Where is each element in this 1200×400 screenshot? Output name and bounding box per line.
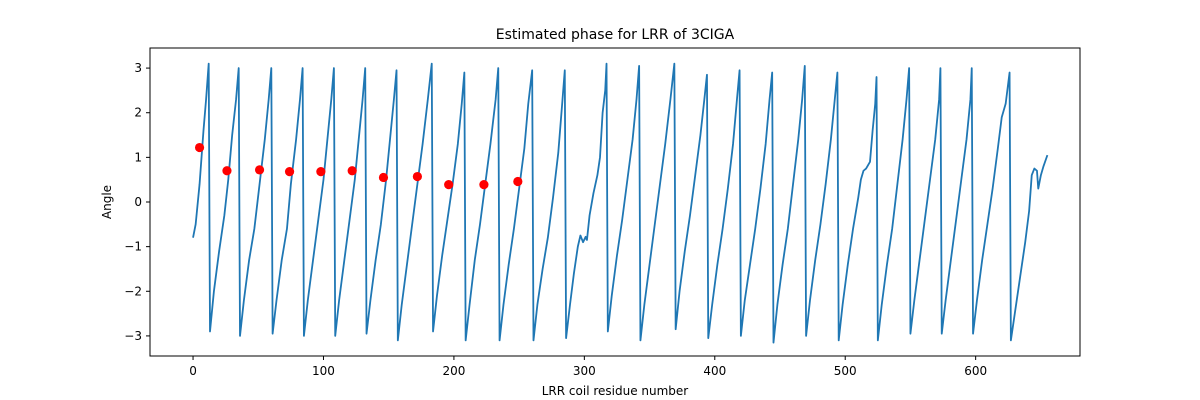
- phase-marker: [347, 166, 357, 176]
- x-tick-label: 400: [703, 364, 726, 378]
- y-axis-label: Angle: [100, 185, 114, 219]
- phase-marker: [479, 179, 489, 190]
- y-tick-label: 1: [134, 150, 142, 164]
- phase-marker: [412, 171, 422, 182]
- phase-marker: [444, 179, 454, 190]
- phase-marker: [513, 176, 523, 187]
- y-tick-label: −2: [124, 284, 142, 298]
- x-tick-label: 200: [442, 364, 465, 378]
- chart-title: Estimated phase for LRR of 3CIGA: [496, 27, 735, 43]
- x-axis-label: LRR coil residue number: [542, 384, 689, 398]
- x-axis: 0 100 200 300 400 500 600: [189, 356, 987, 378]
- phase-marker: [254, 165, 265, 175]
- phase-marker: [222, 166, 232, 176]
- x-tick-label: 300: [573, 364, 596, 378]
- y-tick-label: 3: [134, 61, 142, 75]
- y-tick-label: 2: [134, 106, 142, 120]
- plot-background: [150, 48, 1080, 356]
- phase-marker: [284, 167, 295, 177]
- x-tick-label: 600: [964, 364, 987, 378]
- phase-marker: [194, 142, 205, 153]
- phase-line: [192, 62, 1049, 344]
- phase-marker: [316, 167, 326, 177]
- plot-area: [149, 47, 1081, 357]
- y-tick-label: 0: [134, 195, 142, 209]
- data-layer: [192, 62, 1049, 344]
- x-tick-label: 500: [834, 364, 857, 378]
- x-tick-label: 100: [312, 364, 335, 378]
- phase-marker: [378, 172, 389, 183]
- y-tick-label: −1: [124, 240, 142, 254]
- x-tick-label: 0: [189, 364, 197, 378]
- y-tick-label: −3: [124, 329, 142, 343]
- y-axis: −3 −2 −1 0 1 2 3: [124, 61, 150, 343]
